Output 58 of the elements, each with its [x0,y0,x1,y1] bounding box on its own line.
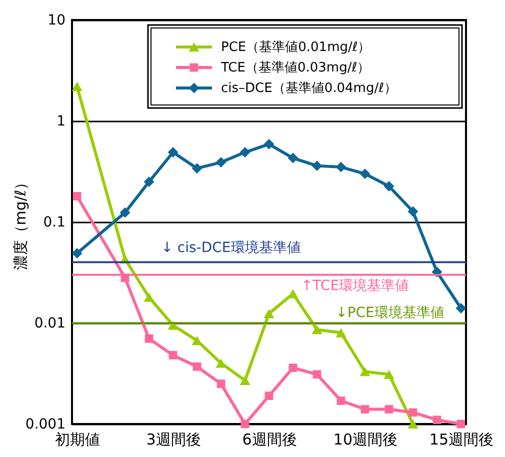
point [264,138,274,150]
x-tick-label: 初期値 [55,430,100,448]
legend-label: TCE（基準値0.03mg/ℓ） [220,60,370,76]
point [240,420,250,428]
ref-line-label: ↑TCE環境基準値 [300,278,410,294]
point [288,152,298,164]
point [384,180,394,192]
point [144,292,154,302]
ref-line-label: ↓PCE環境基準値 [336,305,444,321]
ref-line-label: ↓ cis-DCE環境基準値 [161,240,301,256]
point [408,419,418,429]
point [312,370,322,379]
point [288,364,298,372]
legend-label: PCE（基準値0.01mg/ℓ） [221,40,371,55]
y-tick-label: 0.001 [25,416,66,432]
point [336,162,346,172]
point [168,351,178,360]
y-tick-label: 10 [48,12,66,28]
point [192,163,202,174]
point [360,367,370,376]
y-tick-label: 0.01 [34,316,66,332]
point [408,206,418,217]
y-tick-label: 0.1 [43,214,66,230]
point [360,168,370,180]
point [264,392,274,400]
x-tick-label: 6週間後 [242,430,297,448]
point [144,176,154,188]
point [456,420,466,428]
point [240,376,250,385]
point [456,302,466,314]
legend-label: cis–DCE（基準値0.04mg/ℓ） [221,81,397,96]
point [360,405,370,414]
point [408,408,418,417]
x-tick-label: 10週間後 [333,430,398,448]
point [336,328,346,338]
point [72,82,82,91]
point [120,207,130,218]
y-tick-label: 1 [56,114,66,130]
point [72,248,82,259]
point [144,334,154,343]
point [216,358,226,368]
point [168,147,178,158]
point [264,309,274,318]
y-axis-title: 濃度（mg/ℓ） [12,174,30,270]
point [384,405,394,414]
point [192,362,202,371]
point [216,380,226,388]
x-tick-label: 3週間後 [146,430,201,448]
point [240,147,250,158]
x-tick-label: 15週間後 [429,430,494,448]
point [432,416,442,424]
point [384,370,394,379]
point [336,396,346,405]
point [312,160,322,172]
point [72,192,82,200]
point [312,325,322,334]
point [216,157,226,168]
point [192,336,202,346]
